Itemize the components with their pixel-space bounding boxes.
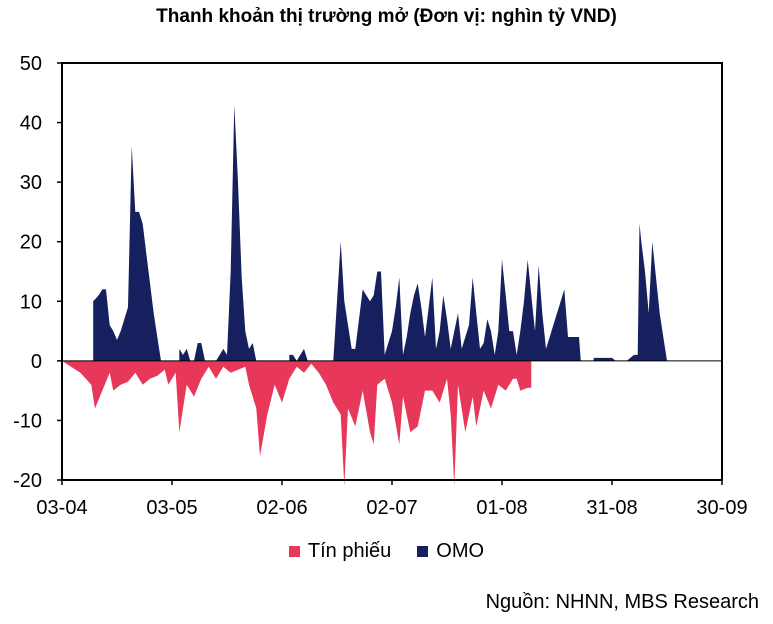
legend-item-tin-phieu[interactable]: Tín phiếu (288, 540, 392, 563)
y-tick-label: 20 (20, 232, 42, 254)
source-note: Nguồn: NHNN, MBS Research (485, 591, 759, 613)
plot-area-border (61, 62, 723, 481)
x-tick-label: 03-05 (146, 497, 197, 519)
x-tick-label: 30-09 (696, 497, 747, 519)
legend: Tín phiếu OMO (0, 540, 773, 563)
y-tick-label: 40 (20, 113, 42, 135)
chart-title: Thanh khoản thị trường mở (Đơn vị: nghìn… (156, 6, 617, 27)
series-area-tin-phieu (62, 360, 532, 486)
y-tick-label: -10 (13, 410, 42, 432)
x-tick-label: 03-04 (36, 497, 87, 519)
area-chart: -20 -10 0 10 20 30 40 50 03-04 03-05 02-06 02-07 01-… (13, 53, 747, 519)
series-area-omo (62, 104, 667, 361)
x-tick-label: 31-08 (586, 497, 637, 519)
y-tick-label: 10 (20, 291, 42, 313)
y-tick-label: 30 (20, 172, 42, 194)
x-tick-label: 02-07 (366, 497, 417, 519)
legend-swatch-tin-phieu (288, 546, 300, 557)
legend-item-omo[interactable]: OMO (417, 540, 484, 563)
x-tick-label: 02-06 (256, 497, 307, 519)
y-tick-label: 0 (31, 351, 42, 373)
legend-swatch-omo (417, 546, 429, 557)
y-tick-label: 50 (20, 53, 42, 75)
legend-label-tin-phieu: Tín phiếu (307, 540, 392, 562)
x-tick-label: 01-08 (476, 497, 527, 519)
y-tick-label: -20 (13, 470, 42, 492)
legend-label-omo: OMO (436, 540, 485, 562)
